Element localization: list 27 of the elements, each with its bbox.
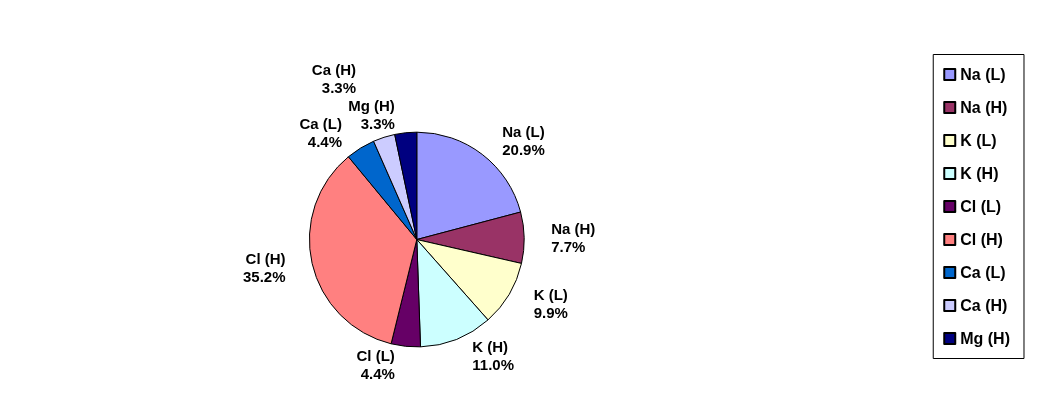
data-label: 11.0% [472,356,514,374]
slice-label: Mg (H) [348,97,395,115]
legend-label: Cl (L) [960,198,1002,215]
legend-label: Ca (H) [960,297,1008,314]
slice-label: Ca (H) [311,60,357,78]
slice-label: Ca (L) [299,115,343,133]
data-label: 20.9% [502,140,545,158]
legend-label: Ca (L) [960,264,1006,281]
slice-label: Na (H) [551,219,596,237]
legend-label: Mg (H) [960,330,1011,347]
data-label: 4.4% [360,364,395,382]
legend-label: Na (L) [960,66,1006,83]
slice-label: Cl (L) [356,346,395,364]
data-label: 35.2% [243,267,286,285]
slice-label: Na (L) [502,122,545,140]
legend-label: Na (H) [960,99,1008,116]
legend-label: Cl (H) [960,231,1003,248]
slice-label: Cl (H) [245,249,286,267]
data-label: 7.7% [551,237,586,255]
slice-label: K (L) [533,285,568,303]
slice-label: K (H) [472,338,509,356]
data-label: 4.4% [307,133,343,151]
data-label: 9.9% [533,303,568,321]
data-label: 3.3% [360,115,395,133]
legend-label: K (H) [960,165,999,182]
data-label: 3.3% [321,78,357,96]
legend-label: K (L) [960,132,997,149]
